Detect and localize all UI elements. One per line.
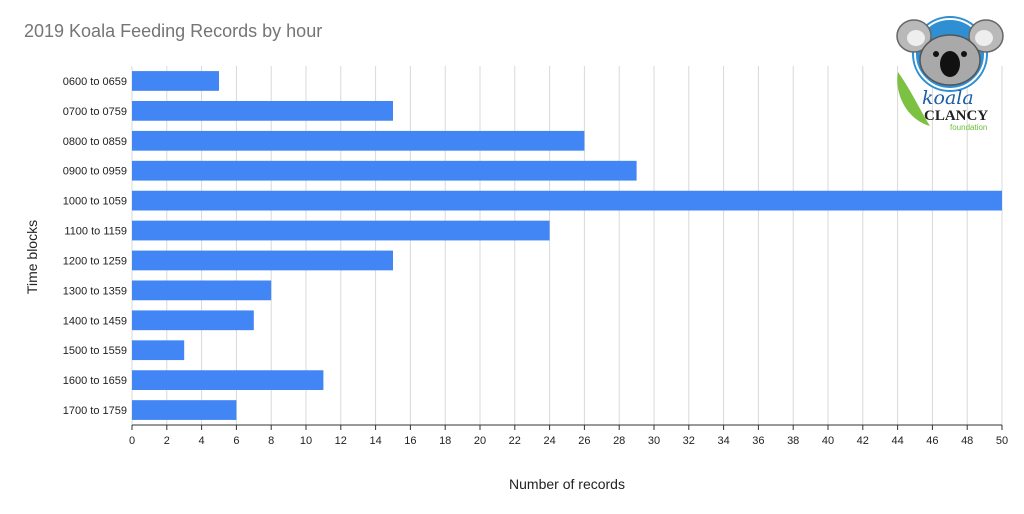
category-label: 1600 to 1659: [63, 375, 127, 387]
x-tick-label: 38: [787, 435, 799, 447]
x-tick-label: 36: [752, 435, 764, 447]
bar: [132, 160, 637, 181]
x-tick-label: 28: [613, 435, 625, 447]
category-label: 1500 to 1559: [63, 345, 127, 357]
x-tick-label: 18: [439, 435, 451, 447]
bar: [132, 71, 219, 91]
x-tick-label: 30: [648, 435, 660, 447]
bar: [132, 101, 393, 121]
x-tick-label: 16: [404, 435, 416, 447]
y-axis-title: Time blocks: [24, 220, 40, 294]
x-tick-label: 8: [268, 435, 274, 447]
logo-word-koala: koala: [922, 87, 974, 109]
x-tick-label: 44: [891, 435, 903, 447]
category-label: 0600 to 0659: [63, 76, 127, 88]
x-tick-label: 14: [369, 435, 381, 447]
x-tick-label: 10: [300, 435, 312, 447]
x-tick-label: 0: [129, 435, 135, 447]
x-tick-label: 46: [926, 435, 938, 447]
gridlines: [131, 66, 1003, 425]
category-label: 0800 to 0859: [63, 136, 127, 148]
logo-word-foundation: foundation: [950, 123, 987, 132]
bar: [132, 370, 324, 390]
x-tick-label: 24: [543, 435, 555, 447]
category-label: 1200 to 1259: [63, 255, 127, 267]
category-label: 0900 to 0959: [63, 166, 127, 178]
category-label: 1100 to 1159: [64, 226, 127, 238]
x-axis-title: Number of records: [509, 476, 625, 492]
x-tick-label: 26: [578, 435, 590, 447]
x-tick-label: 42: [857, 435, 869, 447]
category-label: 1700 to 1759: [63, 405, 127, 417]
x-tick-label: 20: [474, 435, 486, 447]
bar: [132, 310, 254, 331]
x-tick-label: 32: [683, 435, 695, 447]
bar: [132, 130, 585, 151]
bar: [132, 280, 272, 301]
x-tick-labels: 0 2 4 6 8 10 12 14 16 18 20 22 24 26 28 30 32 34 36 38 40 42 4…: [129, 425, 1008, 447]
bar: [132, 340, 185, 361]
logo-word-clancy: CLANCY: [924, 108, 988, 124]
chart-title: 2019 Koala Feeding Records by hour: [24, 21, 323, 41]
koala-clancy-logo: koala CLANCY foundation: [890, 10, 1010, 135]
bars: [132, 71, 1002, 420]
x-tick-label: 4: [199, 435, 205, 447]
category-label: 1300 to 1359: [63, 285, 127, 297]
category-label: 0700 to 0759: [63, 106, 127, 118]
x-tick-label: 40: [822, 435, 834, 447]
x-tick-label: 50: [996, 435, 1008, 447]
bar: [132, 250, 393, 271]
bar: [132, 220, 550, 241]
category-label: 1000 to 1059: [63, 196, 127, 208]
bar: [132, 190, 1002, 211]
category-label: 1400 to 1459: [63, 315, 127, 327]
x-tick-label: 12: [335, 435, 347, 447]
koala-face-icon: koala CLANCY foundation: [896, 16, 1004, 132]
category-labels: 0600 to 0659 0700 to 0759 0800 to 0859 0900…: [63, 76, 127, 417]
x-tick-label: 34: [717, 435, 729, 447]
x-tick-label: 22: [509, 435, 521, 447]
bar: [132, 400, 237, 420]
x-tick-label: 48: [961, 435, 973, 447]
x-tick-label: 2: [164, 435, 170, 447]
x-tick-label: 6: [233, 435, 239, 447]
